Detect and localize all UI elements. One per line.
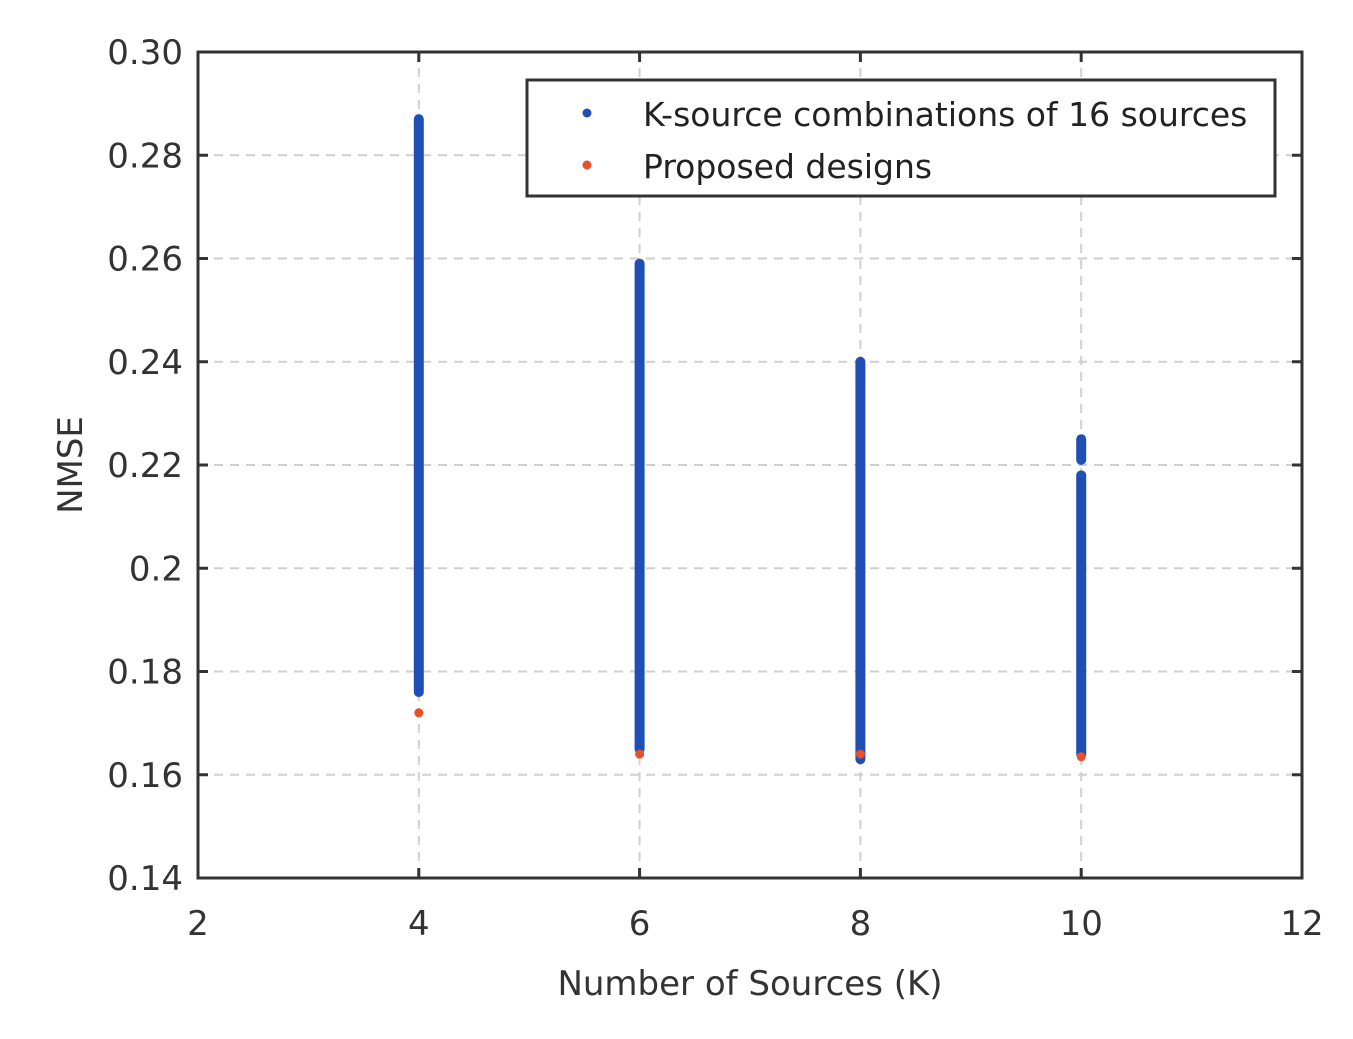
legend-label-proposed: Proposed designs [643, 147, 932, 186]
y-tick-label: 0.28 [107, 136, 183, 176]
legend-label-k-source: K-source combinations of 16 sources [643, 95, 1247, 134]
x-axis-title: Number of Sources (K) [557, 964, 942, 1004]
x-tick-label: 12 [1280, 904, 1323, 944]
proposed-design-point [635, 749, 645, 759]
legend-marker-proposed [582, 160, 592, 170]
y-tick-label: 0.16 [107, 756, 183, 796]
y-tick-label: 0.24 [107, 343, 183, 383]
y-tick-label: 0.18 [107, 653, 183, 693]
x-tick-label: 10 [1060, 904, 1103, 944]
proposed-design-point [414, 708, 424, 718]
y-tick-label: 0.2 [129, 549, 183, 589]
y-tick-label: 0.14 [107, 859, 183, 899]
legend-marker-k-source [582, 108, 592, 118]
x-tick-label: 2 [187, 904, 209, 944]
x-tick-label: 4 [408, 904, 430, 944]
axis-ticks [196, 50, 1304, 880]
y-tick-label: 0.30 [107, 33, 183, 73]
y-tick-label: 0.26 [107, 240, 183, 280]
proposed-design-point [855, 749, 865, 759]
x-tick-label: 6 [629, 904, 651, 944]
proposed-design-point [1076, 752, 1086, 762]
legend-box [525, 78, 1277, 198]
y-tick-label: 0.22 [107, 446, 183, 486]
y-axis-title: NMSE [51, 416, 91, 514]
data-series [413, 114, 1087, 765]
x-tick-label: 8 [850, 904, 872, 944]
legend: K-source combinations of 16 sources Prop… [525, 78, 1277, 198]
axis-tick-labels: 2 4 6 8 10 12 0.14 0.16 0.18 0.2 0.22 0.24 0.26 0.28 0… [107, 33, 1323, 944]
